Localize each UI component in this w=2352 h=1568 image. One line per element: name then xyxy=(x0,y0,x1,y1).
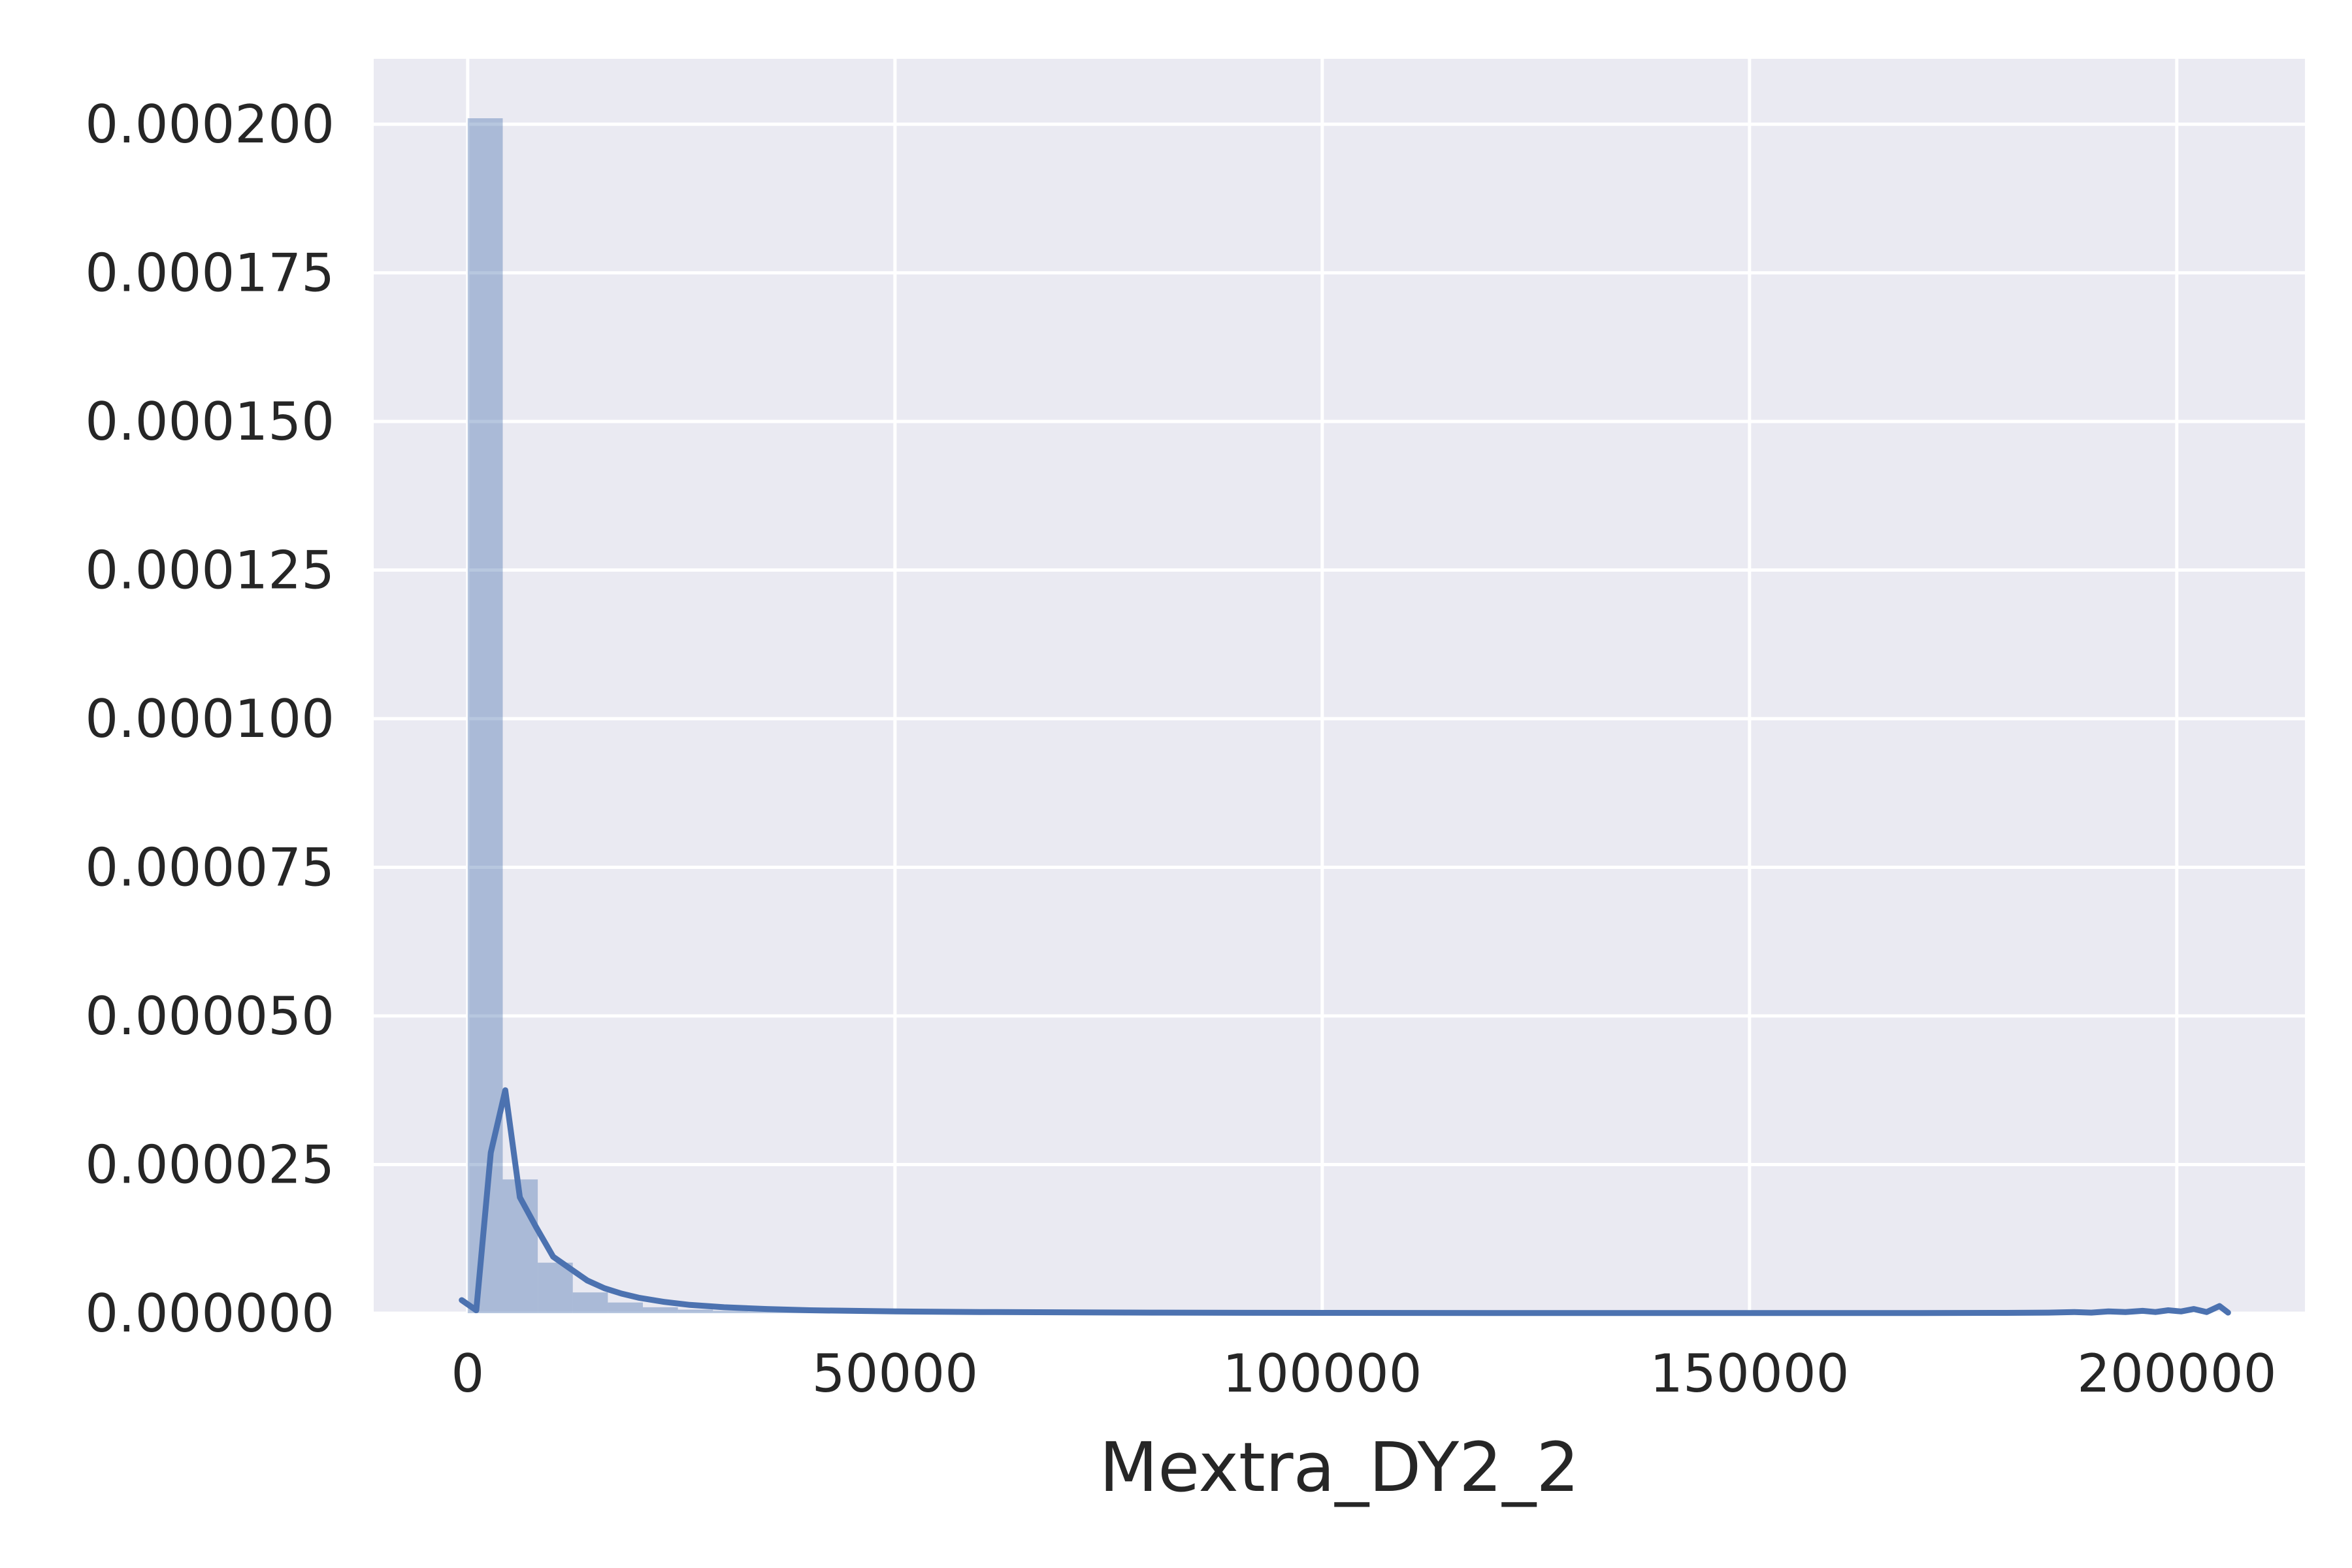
y-tick-label: 0.000125 xyxy=(85,540,335,601)
histogram-bar xyxy=(608,1302,644,1313)
histogram-bar xyxy=(713,1311,748,1313)
kde-curve xyxy=(459,1087,2231,1316)
histogram-bar xyxy=(572,1292,608,1313)
y-tick-label: 0.000150 xyxy=(85,391,335,452)
x-tick-label: 200000 xyxy=(2077,1343,2276,1404)
x-tick-label: 0 xyxy=(451,1343,484,1404)
y-tick-label: 0.000075 xyxy=(85,838,335,898)
histogram-bar xyxy=(747,1311,783,1313)
x-tick-label: 100000 xyxy=(1222,1343,1422,1404)
y-tick-label: 0.000025 xyxy=(85,1135,335,1196)
y-tick-label: 0.000175 xyxy=(85,243,335,304)
histogram-bar xyxy=(643,1307,678,1313)
histogram-bar xyxy=(678,1309,713,1313)
plot-background xyxy=(374,59,2305,1313)
y-tick-label: 0.000100 xyxy=(85,689,335,749)
x-tick-label: 50000 xyxy=(812,1343,979,1404)
histogram-bar xyxy=(538,1262,573,1313)
y-tick-label: 0.000000 xyxy=(85,1283,335,1344)
y-tick-label: 0.000050 xyxy=(85,986,335,1047)
x-tick-label: 150000 xyxy=(1650,1343,1849,1404)
y-tick-label: 0.000200 xyxy=(85,94,335,155)
x-tick-labels: 0 50000 100000 150000 200000 xyxy=(451,1343,2276,1404)
y-tick-labels: 0.000000 0.000025 0.000050 0.000075 0.000100… xyxy=(85,94,335,1344)
x-axis-label: Mextra_DY2_2 xyxy=(1100,1428,1580,1507)
